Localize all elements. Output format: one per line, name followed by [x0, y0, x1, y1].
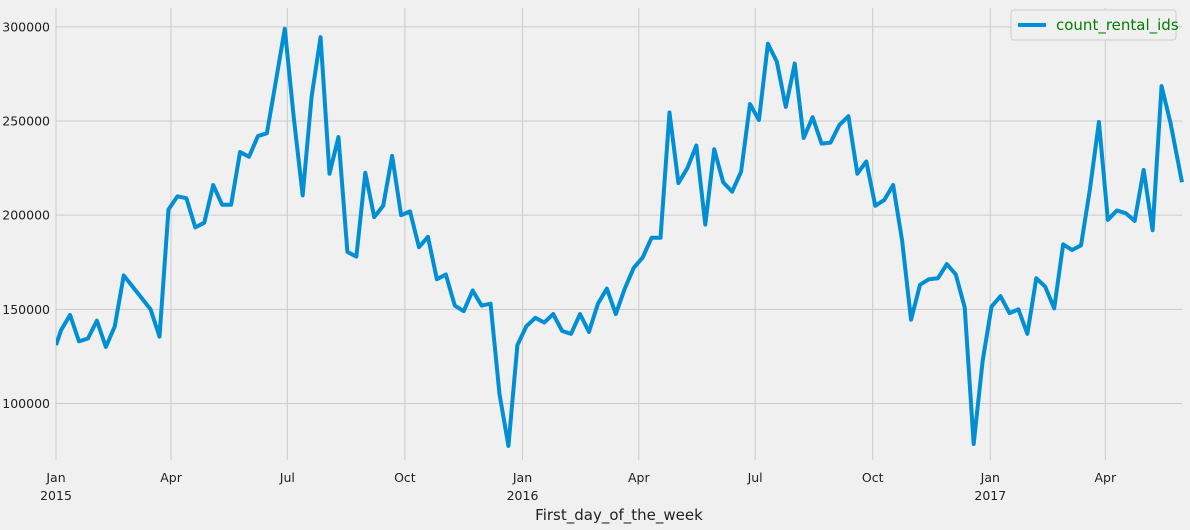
legend-entry-count-rental-ids: count_rental_ids — [1056, 16, 1179, 35]
y-tick-label: 300000 — [2, 19, 50, 34]
series-lines — [56, 26, 1184, 448]
x-tick-label: Jul — [279, 470, 295, 485]
x-axis-label: First_day_of_the_week — [535, 506, 703, 525]
x-tick-label: Jan — [512, 470, 532, 485]
legend-box — [1010, 9, 1177, 41]
x-tick-year-label: 2017 — [974, 488, 1006, 503]
x-tick-year-label: 2015 — [40, 488, 72, 503]
x-tick-label: Jul — [747, 470, 763, 485]
y-tick-label: 250000 — [2, 114, 50, 129]
x-tick-year-label: 2016 — [507, 488, 539, 503]
y-tick-label: 100000 — [2, 396, 50, 411]
x-tick-label: Oct — [862, 470, 884, 485]
y-tick-label: 150000 — [2, 302, 50, 317]
grid-lines — [55, 8, 1182, 460]
x-tick-label: Jan — [45, 470, 65, 485]
x-tick-label: Apr — [160, 470, 182, 485]
series-line-count-rental-ids — [56, 26, 1184, 448]
x-tick-label: Apr — [1095, 470, 1117, 485]
y-tick-label: 200000 — [2, 208, 50, 223]
y-axis-ticks: 100000 150000 200000 250000 300000 — [2, 19, 50, 411]
legend: count_rental_ids — [1010, 9, 1179, 41]
x-tick-label: Oct — [394, 470, 416, 485]
x-tick-label: Apr — [628, 470, 650, 485]
x-axis-ticks: Jan 2015 Apr Jul Oct Jan 2016 Apr Jul Oct Jan 2017 A… — [40, 470, 1117, 503]
x-tick-label: Jan — [980, 470, 1000, 485]
